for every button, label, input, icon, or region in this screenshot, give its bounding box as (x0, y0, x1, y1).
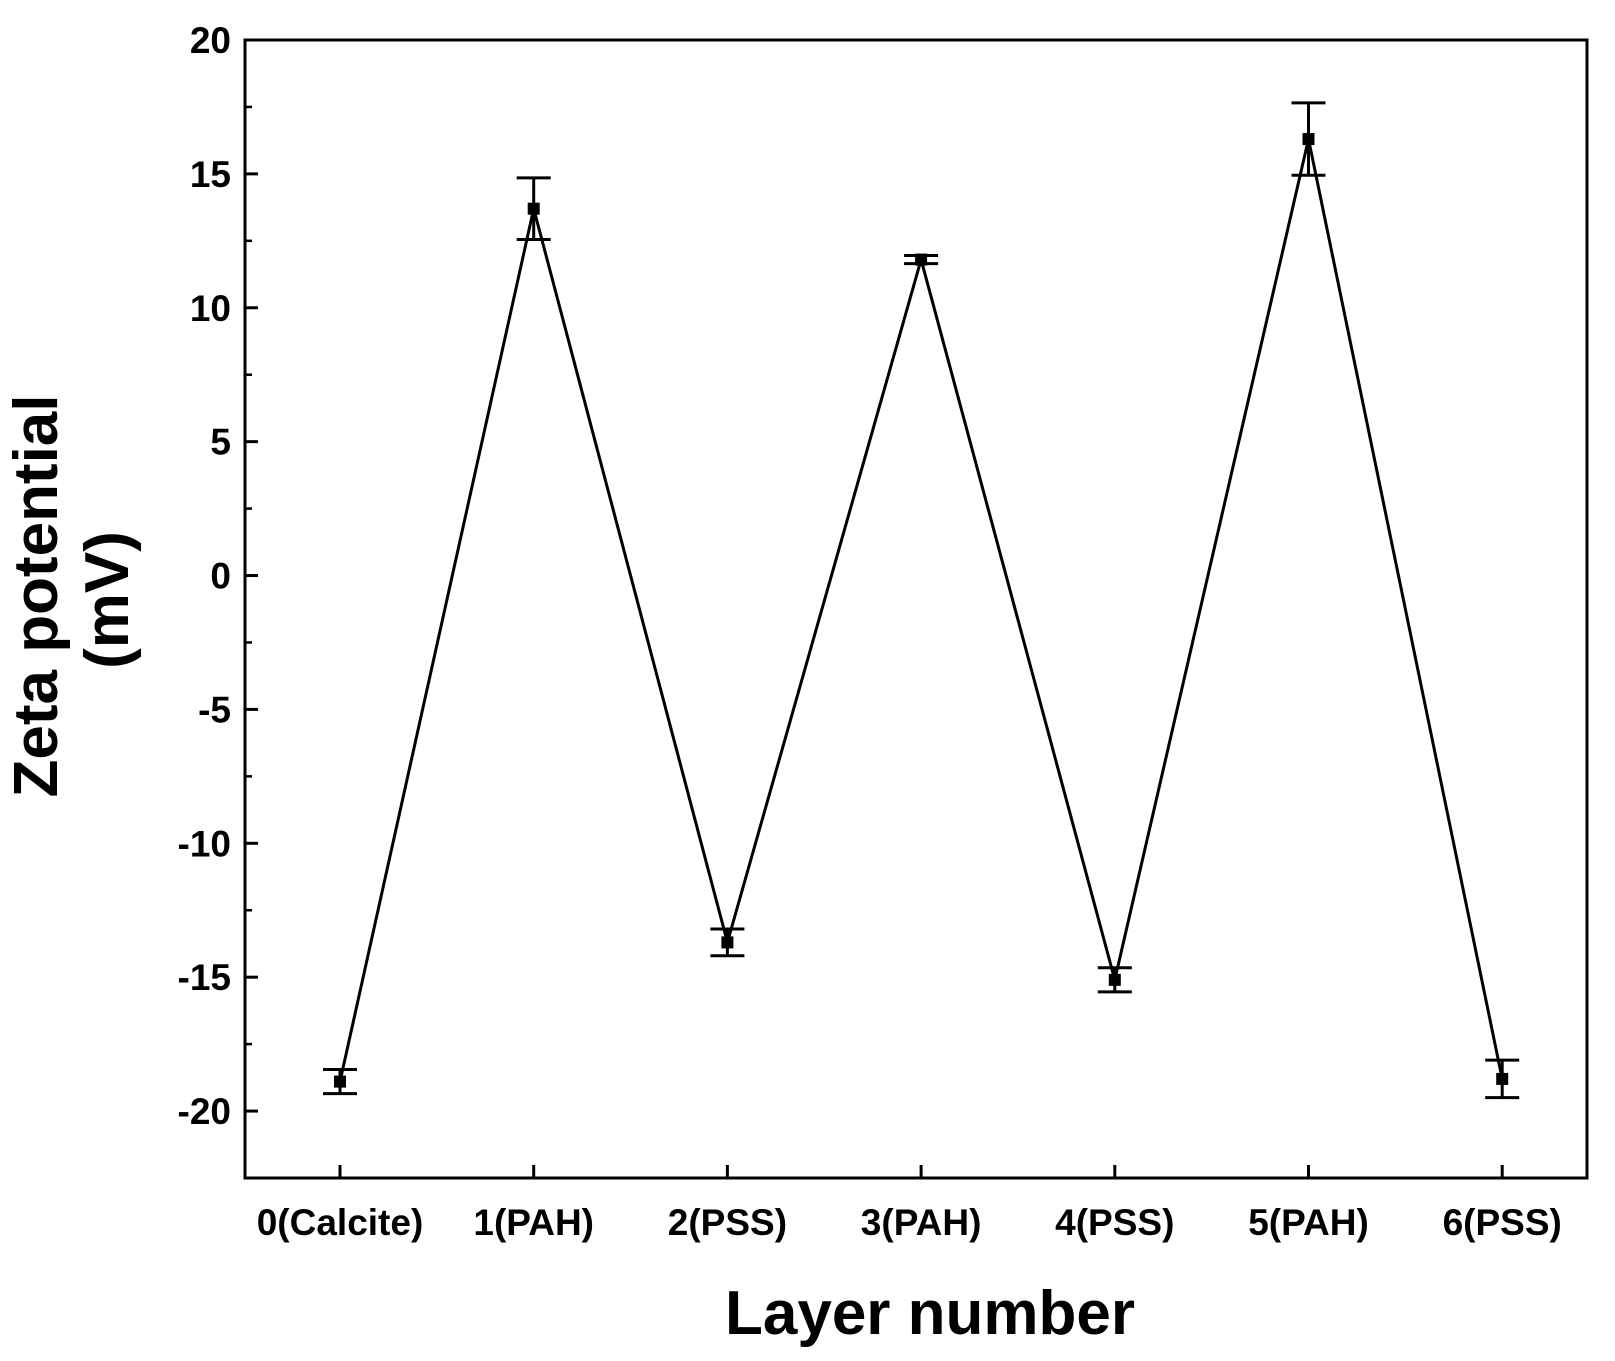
x-tick-label: 1(PAH) (473, 1202, 594, 1243)
x-tick-label: 5(PAH) (1248, 1202, 1369, 1243)
data-point (1496, 1072, 1509, 1085)
plot-frame (243, 38, 1589, 1180)
y-tick-label: 10 (190, 288, 231, 329)
y-tick-label: -15 (178, 957, 231, 998)
y-tick-label: 20 (190, 20, 231, 61)
x-axis: 0(Calcite) 1(PAH) 2(PSS) 3(PAH) 4(PSS) 5(PAH)… (257, 1165, 1562, 1243)
data-point (721, 936, 734, 949)
x-axis-title: Layer number (725, 1279, 1135, 1348)
y-axis-title-line1: Zeta potential (2, 394, 71, 797)
y-tick-label: 5 (210, 422, 231, 463)
y-tick-label: 15 (190, 154, 231, 195)
x-tick-label: 0(Calcite) (257, 1202, 424, 1243)
y-axis: 20 15 10 5 0 -5 -10 -15 -20 (178, 20, 258, 1132)
y-axis-title-line2: (mV) (73, 531, 142, 669)
data-point (527, 202, 540, 215)
series-line (338, 138, 1504, 1082)
data-point (1108, 973, 1121, 986)
data-point (915, 253, 928, 266)
data-series (323, 101, 1520, 1100)
data-point (334, 1075, 346, 1088)
y-tick-label: -20 (178, 1091, 231, 1132)
x-tick-label: 4(PSS) (1055, 1202, 1174, 1243)
data-point (1302, 133, 1315, 146)
x-tick-label: 3(PAH) (861, 1202, 982, 1243)
x-tick-label: 6(PSS) (1443, 1202, 1562, 1243)
y-tick-label: -10 (178, 823, 231, 864)
y-tick-label: -5 (198, 689, 231, 730)
x-tick-label: 2(PSS) (668, 1202, 787, 1243)
y-tick-label: 0 (210, 556, 231, 597)
